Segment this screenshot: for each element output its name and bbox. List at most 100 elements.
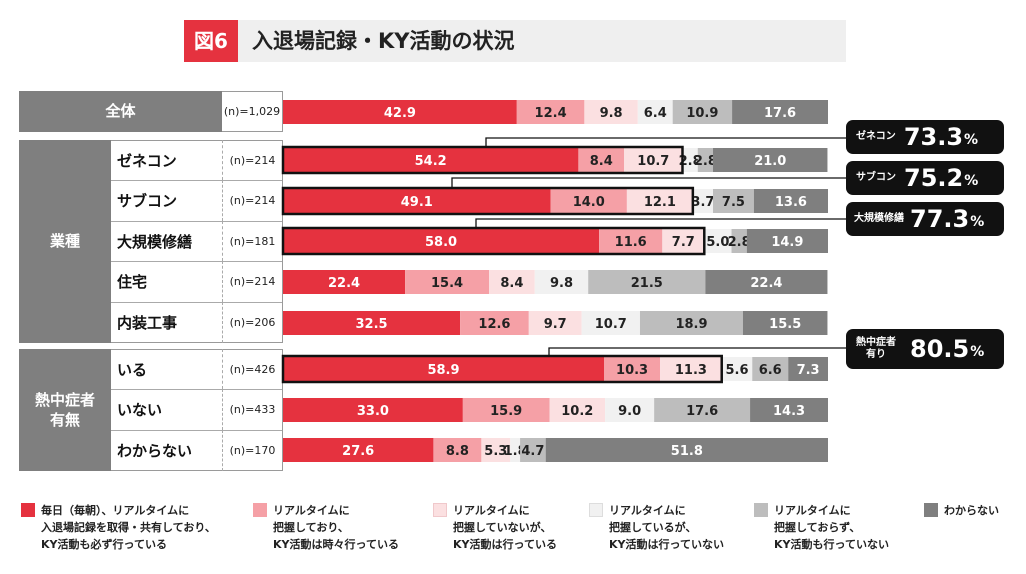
bar-value-label: 17.6 [764, 106, 796, 121]
bar-segment [713, 189, 754, 213]
bar-value-label: 3.7 [691, 195, 714, 210]
bar-segment [753, 189, 828, 213]
bar-segment [283, 148, 579, 172]
bar-segment [489, 270, 535, 294]
sample-size: (n)=1,029 [223, 105, 281, 118]
bar-segment [682, 148, 698, 172]
bar-segment [283, 189, 551, 213]
callout-label: ゼネコン [856, 131, 896, 142]
callout-unit: % [964, 132, 979, 148]
callout-value: 77.3 [910, 205, 970, 233]
bar-value-label: 8.4 [590, 154, 613, 169]
row-label-no: いない [117, 401, 163, 419]
row-divider [111, 261, 282, 262]
legend-item-daily-realtime: 毎日（毎朝）、リアルタイムに 入退場記録を取得・共有しており、 KY活動も必ず行… [21, 502, 216, 553]
bar-value-label: 33.0 [357, 404, 389, 419]
bar-segment [460, 311, 529, 335]
legend-item-sometimes: リアルタイムに 把握しており、 KY活動は時々行っている [253, 502, 399, 553]
bar-segment [704, 229, 732, 253]
row-label-housing: 住宅 [117, 273, 148, 291]
legend-swatch [589, 503, 603, 517]
bar-value-label: 7.3 [797, 363, 820, 378]
row-label-interior: 内装工事 [117, 314, 178, 332]
sample-size: (n)=170 [222, 430, 282, 471]
bar-segment [692, 189, 714, 213]
callout-value: 73.3 [903, 123, 964, 151]
bar-segment [283, 270, 406, 294]
row-label-general-contractor: ゼネコン [117, 151, 177, 170]
bar-segment [626, 189, 693, 213]
legend-item-neither: リアルタイムに 把握しておらず、 KY活動も行っていない [754, 502, 889, 553]
callout-unit: % [970, 214, 985, 230]
bar-segment [672, 100, 733, 124]
legend-label: リアルタイムに 把握していないが、 KY活動は行っている [453, 504, 557, 551]
highlight-frame [281, 226, 706, 256]
bar-value-label: 5.6 [725, 363, 748, 378]
legend-label: わからない [944, 504, 999, 517]
bar-value-label: 5.3 [484, 444, 507, 459]
bar-segment [604, 357, 661, 381]
bar-value-label: 10.7 [637, 154, 669, 169]
figure-number-badge: 図6 [184, 20, 238, 62]
legend-swatch [21, 503, 35, 517]
bar-value-label: 4.7 [521, 444, 544, 459]
bar-segment [660, 357, 722, 381]
bar-segment [516, 100, 585, 124]
bar-value-label: 8.8 [446, 444, 469, 459]
callout-value: 75.2 [904, 164, 964, 192]
sample-size: (n)=214 [222, 261, 282, 302]
bar-segment [588, 270, 706, 294]
legend-item-not-realtime-ky: リアルタイムに 把握していないが、 KY活動は行っている [433, 502, 557, 553]
bar-segment [283, 311, 461, 335]
row-divider [111, 221, 282, 222]
legend: 毎日（毎朝）、リアルタイムに 入退場記録を取得・共有しており、 KY活動も必ず行… [0, 502, 1026, 562]
stacked-bar-chart: 42.9 12.4 9.8 6.4 10.9 17.654.2 8.4 10.7 2.82.8 2… [281, 100, 846, 462]
bar-segment [462, 398, 550, 422]
bar-segment [732, 100, 828, 124]
bar-segment [721, 357, 753, 381]
sample-size: (n)=214 [222, 180, 282, 221]
bar-segment [520, 438, 546, 462]
bar-value-label: 14.9 [771, 235, 803, 250]
bar-segment [581, 311, 640, 335]
bar-segment [662, 229, 705, 253]
bar-value-label: 27.6 [342, 444, 374, 459]
bar-value-label: 6.6 [759, 363, 782, 378]
bar-value-label: 15.9 [490, 404, 522, 419]
bar-value-label: 15.4 [431, 276, 463, 291]
callout-connector [548, 347, 846, 357]
bar-value-label: 11.6 [615, 235, 647, 250]
group-label-heatstroke: 熱中症者 有無 [19, 349, 111, 471]
highlight-frame [281, 145, 684, 175]
bar-segment [605, 398, 655, 422]
callout-unit: % [970, 344, 985, 360]
bar-segment [283, 438, 434, 462]
bar-value-label: 49.1 [401, 195, 433, 210]
row-label-subcontractor: サブコン [117, 192, 178, 210]
bar-value-label: 11.3 [675, 363, 707, 378]
callout-large-repair: 大規模修繕 77.3 % [846, 202, 1004, 236]
bar-value-label: 9.0 [618, 404, 641, 419]
bar-segment [713, 148, 828, 172]
bar-value-label: 14.3 [773, 404, 805, 419]
callout-heatstroke-yes: 熱中症者 有り 80.5 % [846, 329, 1004, 369]
bar-value-label: 58.0 [425, 235, 457, 250]
bar-segment [510, 438, 521, 462]
legend-item-unknown: わからない [924, 502, 999, 519]
bar-value-label: 22.4 [328, 276, 360, 291]
callout-label: サブコン [856, 172, 896, 183]
bar-value-label: 12.6 [478, 317, 510, 332]
bar-value-label: 13.6 [775, 195, 807, 210]
highlight-frame [281, 354, 723, 384]
sample-size: (n)=433 [222, 389, 282, 430]
bar-value-label: 51.8 [671, 444, 703, 459]
bar-segment [528, 311, 582, 335]
legend-label: リアルタイムに 把握しているが、 KY活動は行っていない [609, 504, 724, 551]
sample-size: (n)=426 [222, 349, 282, 389]
bar-value-label: 6.4 [644, 106, 667, 121]
bar-value-label: 15.5 [769, 317, 801, 332]
bar-segment [788, 357, 828, 381]
bar-segment [405, 270, 490, 294]
sample-size: (n)=214 [222, 140, 282, 180]
